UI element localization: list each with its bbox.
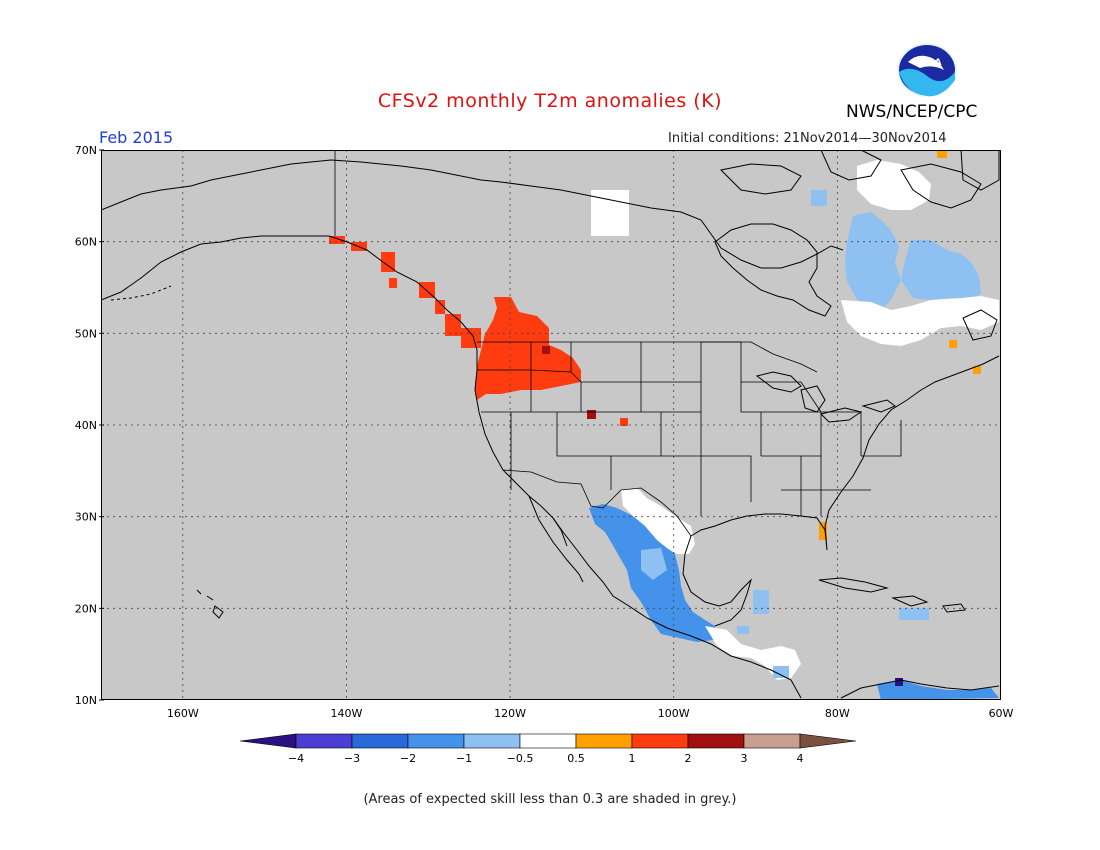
colorbar-label: −0.5 — [507, 752, 534, 765]
weak-warm-cell — [973, 366, 981, 374]
colorbar-labels: −4 −3 −2 −1 −0.5 0.5 1 2 3 4 — [288, 752, 804, 765]
weak-cool-cell — [753, 590, 769, 614]
weak-cool-anomaly-quebec — [901, 240, 981, 300]
warm-anomaly-northwest — [475, 297, 581, 400]
lat-tick-label: 10N — [75, 694, 97, 707]
weak-cool-cell — [811, 190, 827, 206]
colorbar-box — [687, 733, 745, 749]
colorbar-box — [463, 733, 521, 749]
colorbar-arrow-low — [239, 733, 297, 749]
colorbar-arrow-high — [799, 733, 857, 749]
noaa-logo-icon: NOAA — [897, 43, 957, 97]
cool-anomaly-south-america — [877, 680, 999, 700]
lon-tick-label: 160W — [167, 707, 199, 720]
lat-tick-label: 50N — [75, 327, 97, 340]
month-label: Feb 2015 — [99, 128, 174, 147]
warm-cell — [435, 300, 445, 314]
warm-cell — [445, 314, 461, 336]
lon-tick-label: 60W — [989, 707, 1014, 720]
lat-tick-label: 60N — [75, 236, 97, 249]
warm-cell — [389, 278, 397, 288]
weak-cool-cell — [737, 626, 749, 634]
colorbar-box — [351, 733, 409, 749]
organization-label: NWS/NCEP/CPC — [846, 102, 978, 122]
lat-tick-label: 30N — [75, 511, 97, 524]
colorbar-label: −2 — [400, 752, 416, 765]
lon-tick-label: 80W — [825, 707, 850, 720]
colorbar-box — [575, 733, 633, 749]
colorbar-label: −1 — [456, 752, 472, 765]
colorbar-label: 1 — [629, 752, 636, 765]
colorbar-box — [407, 733, 465, 749]
colorbar-label: 4 — [797, 752, 804, 765]
weak-cool-cell — [641, 548, 667, 580]
strong-warm-cell — [542, 346, 550, 354]
logo-text: NOAA — [913, 58, 942, 68]
colorbar: −4 −3 −2 −1 −0.5 0.5 1 2 3 4 — [239, 733, 857, 765]
weak-cool-anomaly-hudson — [845, 212, 901, 310]
strong-cool-cell — [895, 678, 903, 686]
lat-tick-label: 20N — [75, 602, 97, 615]
colorbar-label: −3 — [344, 752, 360, 765]
warm-cell — [381, 252, 395, 272]
warm-cell — [461, 328, 481, 348]
coastlines — [101, 150, 1000, 699]
strong-warm-cell — [587, 410, 596, 419]
colorbar-label: 0.5 — [567, 752, 585, 765]
lat-tick-label: 70N — [75, 144, 97, 157]
lon-tick-label: 140W — [331, 707, 363, 720]
chart-title: CFSv2 monthly T2m anomalies (K) — [377, 90, 723, 112]
colorbar-box — [519, 733, 577, 749]
weak-warm-cell — [819, 522, 827, 540]
warm-cell — [620, 418, 628, 426]
weak-cool-cell — [773, 666, 789, 678]
initial-conditions-label: Initial conditions: 21Nov2014—30Nov2014 — [668, 131, 947, 146]
colorbar-label: 3 — [741, 752, 748, 765]
weak-warm-cell — [949, 340, 957, 348]
anomaly-fields — [329, 150, 999, 700]
weak-cool-cell — [899, 608, 929, 620]
colorbar-label: 2 — [685, 752, 692, 765]
warm-cell — [329, 236, 345, 244]
footnote: (Areas of expected skill less than 0.3 a… — [363, 792, 737, 807]
colorbar-box — [743, 733, 801, 749]
colorbar-box — [631, 733, 689, 749]
weak-warm-cell — [937, 150, 947, 158]
anomaly-map — [101, 150, 1001, 700]
colorbar-box — [295, 733, 353, 749]
lon-tick-label: 120W — [494, 707, 526, 720]
neutral-anomaly-baffin — [857, 160, 931, 210]
neutral-anomaly-labrador — [841, 296, 999, 346]
political-borders — [334, 150, 902, 537]
lat-tick-label: 40N — [75, 419, 97, 432]
neutral-anomaly-mexico — [621, 488, 695, 554]
colorbar-label: −4 — [288, 752, 304, 765]
lon-tick-label: 100W — [658, 707, 690, 720]
colorbar-boxes — [239, 733, 857, 749]
